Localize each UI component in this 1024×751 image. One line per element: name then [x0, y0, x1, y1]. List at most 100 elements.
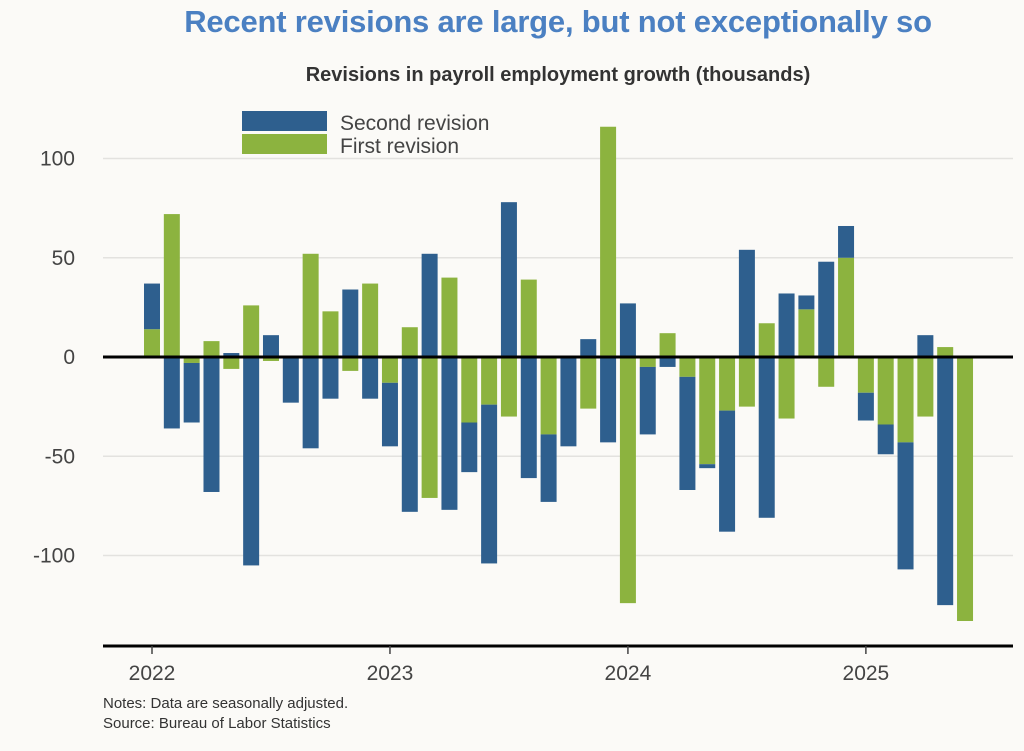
source-text: Source: Bureau of Labor Statistics — [103, 715, 331, 732]
bar-first-revision — [798, 309, 815, 357]
bar-second-revision — [639, 366, 656, 435]
bar-first-revision — [183, 357, 200, 363]
bar-first-revision — [699, 357, 716, 465]
bar-second-revision — [481, 404, 498, 564]
bar-second-revision — [342, 289, 359, 357]
bar-first-revision — [500, 357, 517, 417]
bar-first-revision — [163, 214, 180, 357]
bar-first-revision — [342, 357, 359, 371]
bars — [144, 126, 974, 622]
legend-swatch-second-revision — [242, 111, 327, 131]
bar-second-revision — [362, 357, 379, 399]
legend: Second revision First revision — [242, 111, 489, 158]
bar-second-revision — [223, 353, 240, 357]
bar-first-revision — [243, 305, 260, 357]
x-tick-label: 2024 — [605, 662, 652, 685]
bar-second-revision — [401, 357, 418, 512]
bar-second-revision — [838, 225, 855, 258]
y-tick-label: 100 — [40, 148, 75, 171]
bar-first-revision — [322, 311, 339, 357]
bar-second-revision — [937, 357, 954, 606]
bar-first-revision — [639, 357, 656, 367]
bar-second-revision — [421, 253, 438, 357]
bar-second-revision — [877, 424, 894, 455]
x-axis-ticks: 2022 2023 2024 2025 — [129, 646, 889, 685]
bar-second-revision — [520, 357, 537, 479]
bar-first-revision — [203, 341, 220, 357]
bar-first-revision — [401, 327, 418, 357]
bar-first-revision — [381, 357, 398, 383]
bar-first-revision — [144, 329, 160, 357]
bar-first-revision — [818, 357, 835, 387]
bar-first-revision — [857, 357, 874, 393]
y-tick-label: -100 — [33, 545, 75, 568]
x-tick-label: 2022 — [129, 662, 176, 685]
legend-label-first-revision: First revision — [340, 135, 459, 158]
bar-first-revision — [421, 357, 438, 498]
bar-second-revision — [461, 422, 478, 473]
footnotes: Notes: Data are seasonally adjusted. Sou… — [103, 694, 348, 734]
bar-first-revision — [262, 357, 279, 361]
bar-first-revision — [719, 357, 736, 411]
bar-second-revision — [897, 442, 914, 570]
bar-first-revision — [679, 357, 696, 377]
y-tick-label: -50 — [45, 445, 75, 468]
bar-second-revision — [818, 261, 835, 357]
bar-second-revision — [243, 357, 260, 566]
bar-first-revision — [897, 357, 914, 443]
bar-second-revision — [282, 357, 299, 403]
bar-first-revision — [540, 357, 557, 435]
bar-second-revision — [580, 339, 597, 357]
bar-first-revision — [838, 257, 855, 357]
bar-second-revision — [699, 464, 716, 469]
bar-first-revision — [659, 333, 676, 357]
y-tick-label: 50 — [52, 247, 75, 270]
bar-first-revision — [302, 253, 319, 357]
bar-second-revision — [738, 249, 755, 357]
bar-first-revision — [441, 277, 458, 357]
bar-second-revision — [659, 357, 676, 367]
bar-first-revision — [778, 357, 795, 419]
bar-second-revision — [381, 382, 398, 447]
bar-first-revision — [580, 357, 597, 409]
bar-second-revision — [719, 410, 736, 532]
bar-second-revision — [619, 303, 636, 357]
x-tick-label: 2023 — [367, 662, 414, 685]
bar-first-revision — [758, 323, 775, 357]
bar-first-revision — [917, 357, 934, 417]
bar-second-revision — [917, 335, 934, 357]
bar-second-revision — [600, 357, 617, 443]
bar-first-revision — [223, 357, 240, 369]
bar-second-revision — [857, 392, 874, 421]
bar-second-revision — [322, 357, 339, 399]
bar-second-revision — [441, 357, 458, 510]
y-axis-ticks: 100 50 0 -50 -100 — [33, 148, 75, 568]
bar-second-revision — [540, 434, 557, 502]
bar-second-revision — [163, 357, 180, 429]
notes-text: Notes: Data are seasonally adjusted. — [103, 695, 349, 712]
bar-second-revision — [798, 295, 815, 310]
bar-first-revision — [957, 357, 974, 622]
bar-first-revision — [738, 357, 755, 407]
bar-second-revision — [203, 357, 220, 492]
chart-subtitle: Revisions in payroll employment growth (… — [305, 64, 811, 86]
bar-second-revision — [778, 293, 795, 357]
bar-first-revision — [877, 357, 894, 425]
legend-swatch-first-revision — [242, 134, 327, 154]
bar-first-revision — [481, 357, 498, 405]
bar-first-revision — [619, 357, 636, 604]
bar-second-revision — [500, 202, 517, 357]
bar-second-revision — [302, 357, 319, 449]
bar-second-revision — [560, 357, 577, 447]
bar-first-revision — [520, 279, 537, 357]
bar-first-revision — [937, 347, 954, 357]
y-tick-label: 0 — [63, 346, 75, 369]
legend-label-second-revision: Second revision — [340, 112, 489, 135]
bar-first-revision — [600, 126, 617, 358]
bar-second-revision — [144, 283, 160, 330]
bar-first-revision — [461, 357, 478, 423]
bar-second-revision — [758, 357, 775, 518]
chart-title: Recent revisions are large, but not exce… — [184, 4, 932, 39]
bar-first-revision — [362, 283, 379, 357]
